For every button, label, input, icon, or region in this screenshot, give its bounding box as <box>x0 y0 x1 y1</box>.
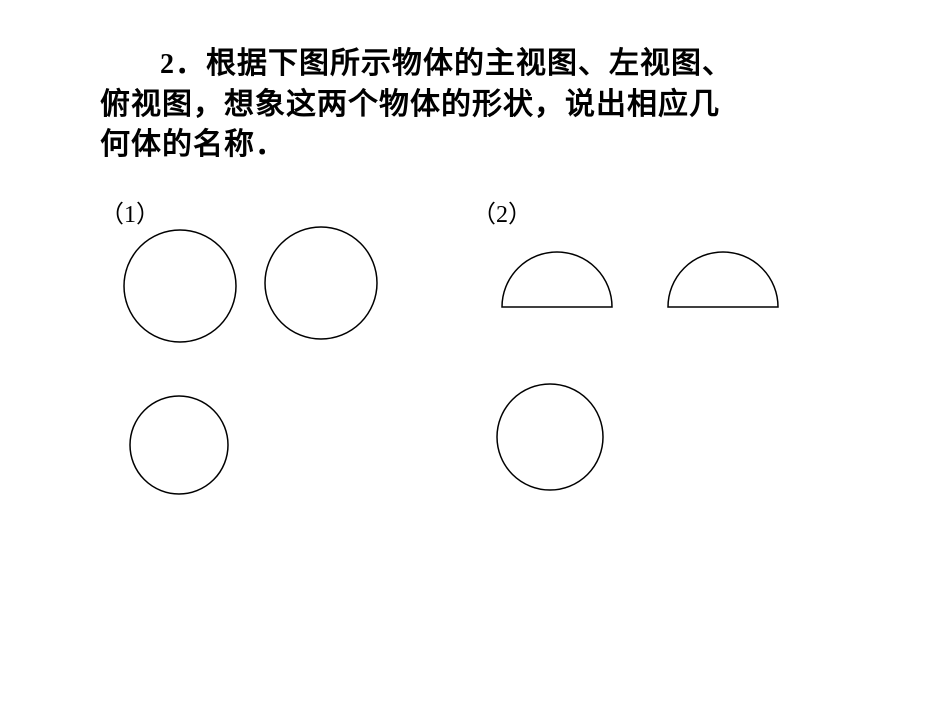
d1-left-circle <box>265 227 377 339</box>
d2-left-semicircle <box>668 252 778 307</box>
d1-top-circle <box>130 396 228 494</box>
diagram-svg <box>0 0 950 713</box>
d2-front-semicircle <box>502 252 612 307</box>
d2-top-circle <box>497 384 603 490</box>
page: 2．根据下图所示物体的主视图、左视图、 俯视图，想象这两个物体的形状，说出相应几… <box>0 0 950 713</box>
d1-front-circle <box>124 230 236 342</box>
